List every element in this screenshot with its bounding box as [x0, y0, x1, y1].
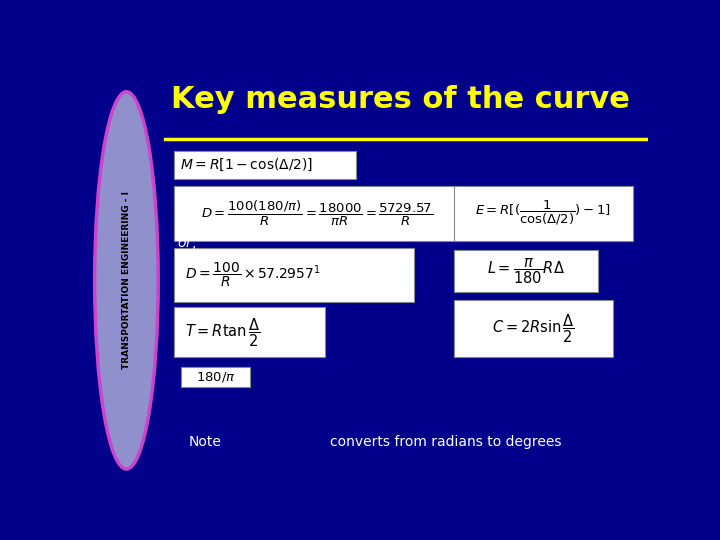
- Text: $D = \dfrac{100}{R} \times 57.2957^{1}$: $D = \dfrac{100}{R} \times 57.2957^{1}$: [184, 261, 320, 289]
- Text: $L = \dfrac{\pi}{180} R\Delta$: $L = \dfrac{\pi}{180} R\Delta$: [487, 256, 565, 286]
- Ellipse shape: [94, 92, 158, 469]
- Text: TRANSPORTATION ENGINEERING - I: TRANSPORTATION ENGINEERING - I: [122, 191, 131, 369]
- FancyBboxPatch shape: [454, 249, 598, 292]
- Text: $E = R[(\dfrac{1}{\cos(\Delta/2)})-1]$: $E = R[(\dfrac{1}{\cos(\Delta/2)})-1]$: [475, 199, 611, 227]
- FancyBboxPatch shape: [174, 186, 461, 241]
- Text: $T = R\tan\dfrac{\Delta}{2}$: $T = R\tan\dfrac{\Delta}{2}$: [184, 316, 260, 349]
- FancyBboxPatch shape: [174, 151, 356, 179]
- Text: $or,$: $or,$: [177, 236, 196, 251]
- Text: $M = R[1-\cos(\Delta/2)]$: $M = R[1-\cos(\Delta/2)]$: [180, 157, 312, 173]
- Text: converts from radians to degrees: converts from radians to degrees: [330, 435, 562, 449]
- FancyBboxPatch shape: [454, 300, 613, 357]
- FancyBboxPatch shape: [181, 367, 250, 387]
- Text: $C = 2R\sin\dfrac{\Delta}{2}$: $C = 2R\sin\dfrac{\Delta}{2}$: [492, 312, 575, 345]
- Text: $180/\pi$: $180/\pi$: [196, 370, 235, 384]
- FancyBboxPatch shape: [174, 307, 325, 357]
- FancyBboxPatch shape: [174, 248, 414, 302]
- Text: Key measures of the curve: Key measures of the curve: [171, 85, 629, 114]
- FancyBboxPatch shape: [454, 186, 632, 241]
- Text: Note: Note: [188, 435, 221, 449]
- Text: $D = \dfrac{100(180/\pi)}{R} = \dfrac{18000}{\pi R} = \dfrac{5729.57}{R}$: $D = \dfrac{100(180/\pi)}{R} = \dfrac{18…: [201, 199, 433, 228]
